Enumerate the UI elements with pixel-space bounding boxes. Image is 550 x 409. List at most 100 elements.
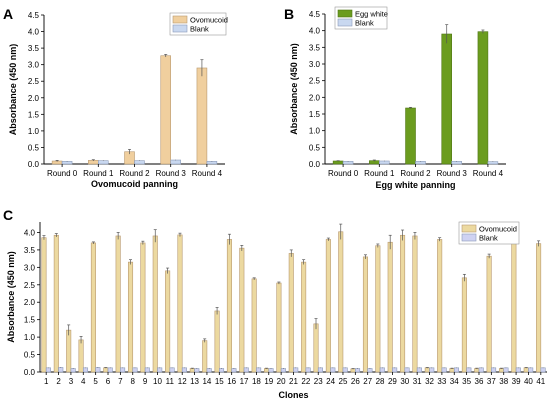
bar-blank [206,368,212,373]
x-tick-label: 1 [44,377,49,386]
bar-blank [441,367,447,373]
bar-ovomucoid [486,255,492,373]
bar-ovomucoid [412,235,418,373]
bar-ovomucoid [226,239,232,373]
bar-ovomucoid [165,270,171,373]
y-tick-label: 2.5 [309,77,321,86]
x-tick-label: Round 3 [156,169,187,178]
y-tick-label: 3.5 [28,44,40,53]
bar-blank [342,367,348,373]
bar-blank [170,159,181,165]
bar-blank [330,367,336,373]
bar-ovomucoid [152,235,158,373]
bar-blank [466,367,472,373]
x-tick-label: 17 [240,377,249,386]
y-axis-label: Absorbance (450 nm) [289,43,299,135]
bar-blank [392,367,398,373]
y-tick-label: 0.5 [24,351,36,360]
bar-blank [82,367,89,373]
bar-blank [61,161,73,165]
bar-ovomucoid [424,367,430,373]
bar-blank [98,160,109,165]
bar-ovomucoid [276,282,282,373]
x-tick-label: 8 [131,377,136,386]
bar-blank [280,368,286,373]
panel-label-b: B [284,6,294,22]
bar-blank [293,367,299,373]
legend-label-egg-white: Egg white [355,10,388,19]
y-tick-label: 2.0 [309,93,321,102]
x-tick-label: 23 [314,377,323,386]
bar-blank [367,368,373,373]
bar-blank [451,161,462,165]
x-tick-label: 38 [499,377,508,386]
y-tick-label: 3.5 [309,43,321,52]
x-tick-label: 10 [153,377,162,386]
legend-label-blank: Blank [190,25,209,34]
x-tick-label: 19 [264,377,273,386]
x-tick-label: 21 [289,377,298,386]
y-tick-label: 3.5 [24,246,36,255]
x-tick-label: Round 1 [83,169,114,178]
bar-egg-white [441,33,452,165]
bar-ovomucoid [127,261,134,373]
bar-ovomucoid [202,340,208,373]
bar-ovomucoid [301,261,307,373]
bar-ovomucoid [251,278,257,373]
x-tick-label: 11 [166,377,175,386]
bar-egg-white [405,107,416,165]
bar-blank [231,368,237,373]
bar-blank [120,367,126,373]
y-tick-label: 3.0 [24,263,36,272]
bar-ovomucoid [177,234,183,373]
bar-blank [219,368,225,373]
x-tick-label: 31 [413,377,422,386]
bar-ovomucoid [461,277,467,373]
x-tick-label: 12 [178,377,187,386]
bar-blank [317,367,323,373]
x-tick-label: Round 2 [119,169,150,178]
x-tick-label: Round 4 [473,169,504,178]
x-tick-label: 4 [81,377,86,386]
bar-blank [181,367,187,373]
y-tick-label: 2.5 [28,77,40,86]
bar-blank [429,367,435,373]
bar-blank [169,367,175,373]
bar-blank [157,367,163,373]
x-tick-label: Round 3 [437,169,468,178]
bar-ovomucoid [53,234,59,373]
x-tick-label: Round 2 [400,169,431,178]
x-tick-label: 2 [56,377,61,386]
bar-blank [70,368,76,373]
bar-ovomucoid [523,367,529,373]
bar-ovomucoid [313,323,319,373]
x-tick-label: 37 [487,377,496,386]
x-tick-label: 20 [277,377,286,386]
bar-ovomucoid [239,247,245,373]
x-tick-label: 5 [93,377,98,386]
x-tick-label: 25 [339,377,348,386]
legend-label-ovomucoid: Ovomucoid [479,225,517,234]
y-tick-label: 0.5 [28,143,40,152]
x-tick-label: 9 [143,377,148,386]
x-tick-label: Round 0 [328,169,359,178]
bar-ovomucoid [160,55,171,165]
x-tick-label: 18 [252,377,261,386]
bar-blank [206,161,218,165]
x-tick-label: 30 [400,377,409,386]
bar-egg-white [332,160,344,165]
bar-ovomucoid [66,329,72,373]
bar-blank [342,161,354,165]
x-tick-label: 35 [462,377,471,386]
x-tick-label: 7 [118,377,123,386]
y-tick-label: 2.0 [28,94,40,103]
bar-blank [528,367,534,373]
bar-blank [268,368,274,373]
y-tick-label: 4.5 [28,11,40,20]
x-tick-label: 27 [363,377,372,386]
x-tick-label: 13 [190,377,199,386]
bar-blank [256,367,262,373]
y-tick-label: 1.5 [28,110,40,119]
x-tick-label: 33 [437,377,446,386]
bar-blank [305,367,311,373]
